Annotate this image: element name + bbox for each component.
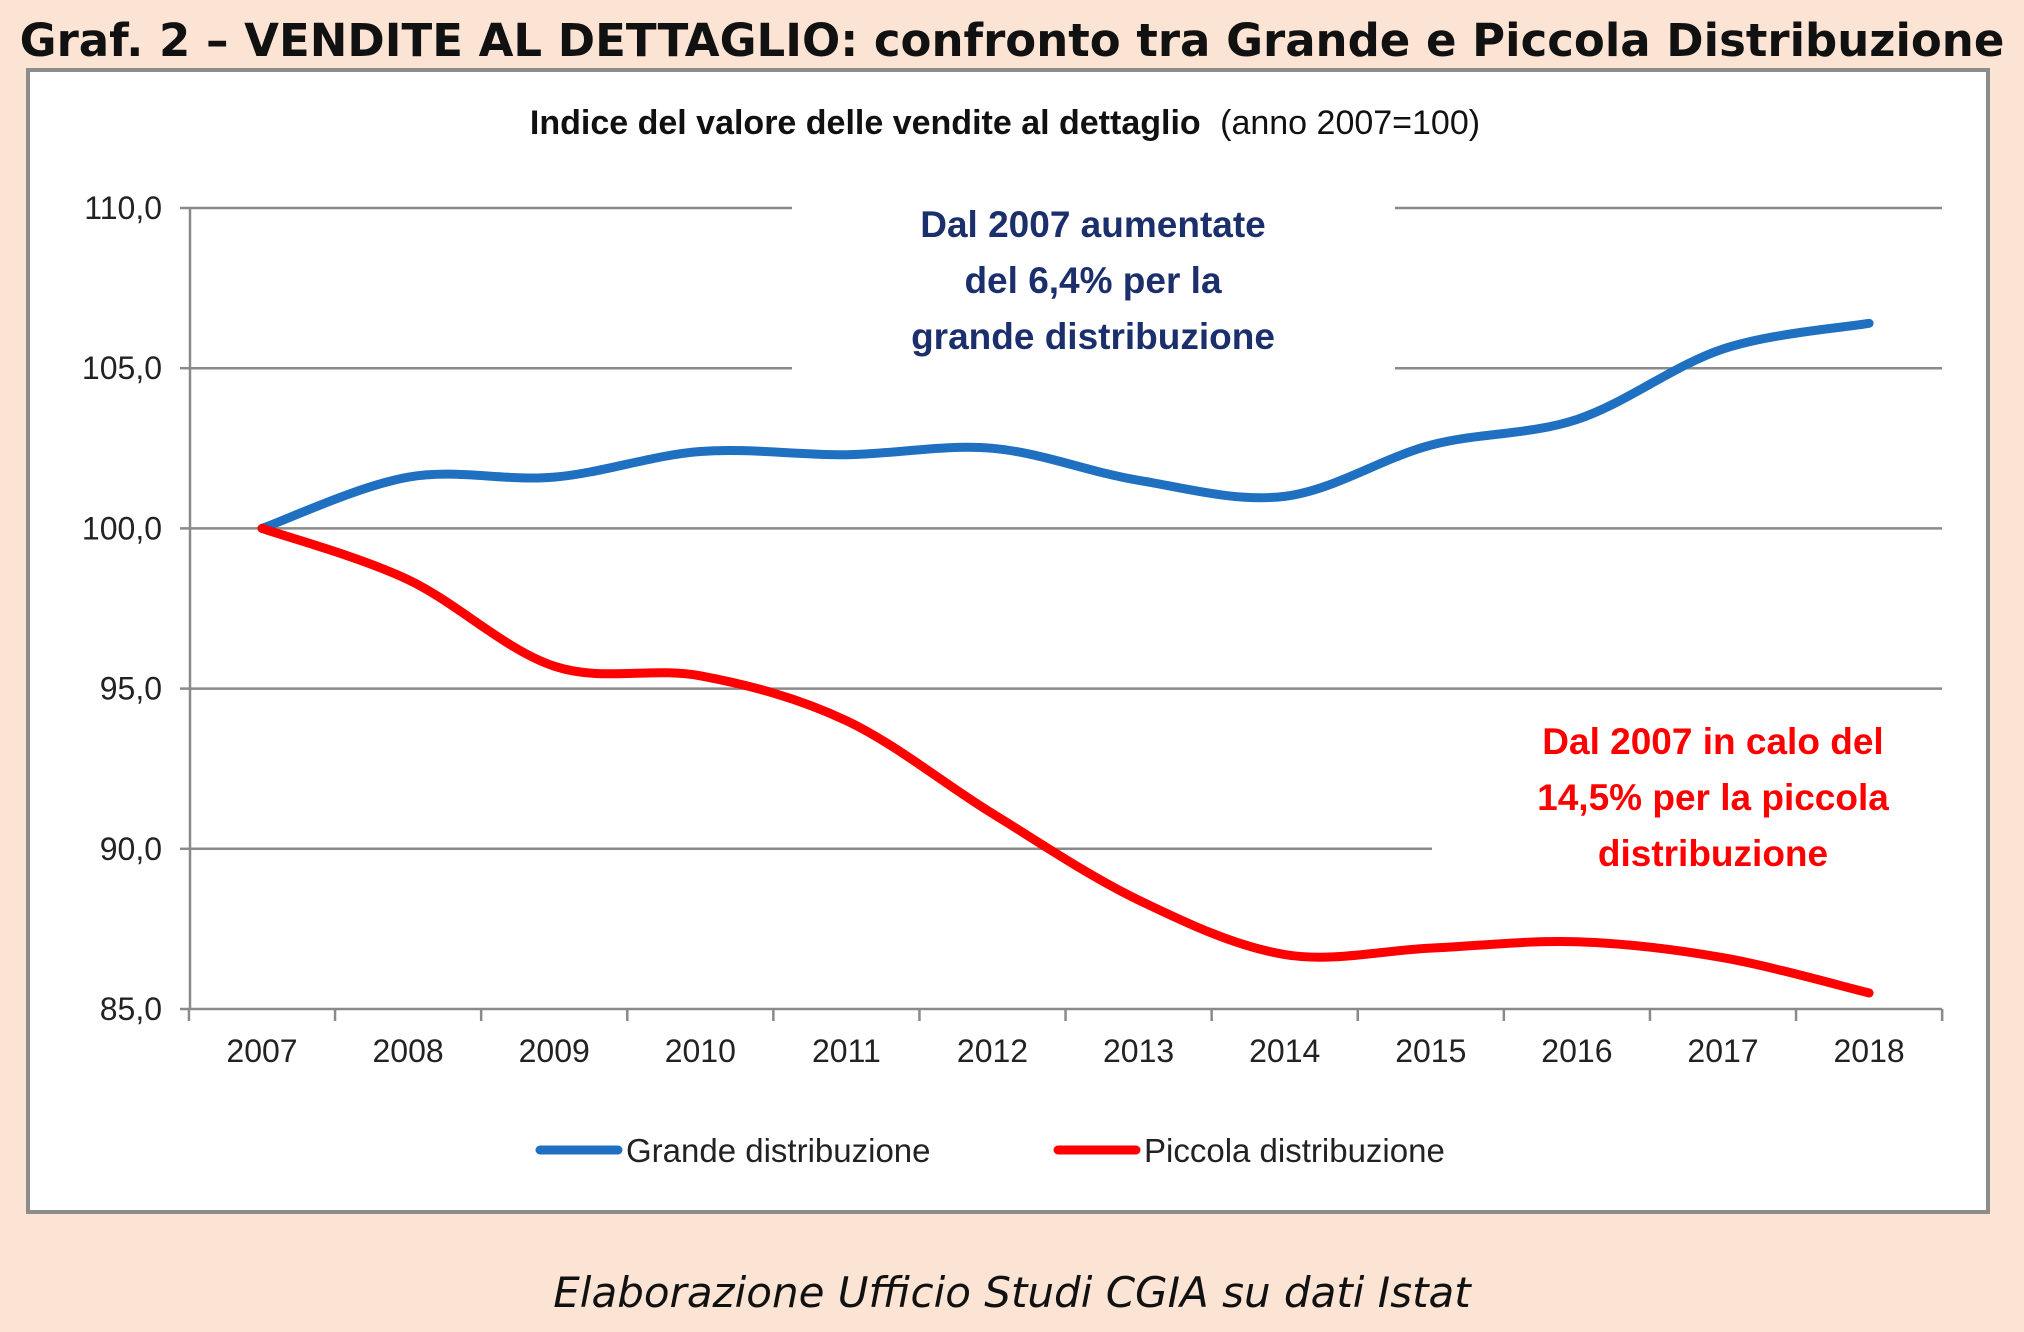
annotation-piccola-line: Dal 2007 in calo del [1542,721,1883,762]
x-tick-label: 2009 [519,1033,590,1069]
grid-lines [190,206,1942,851]
figure-title: Graf. 2 – VENDITE AL DETTAGLIO: confront… [19,14,2005,67]
chart-title-normal: (anno 2007=100) [1220,104,1480,142]
chart-title: Indice del valore delle vendite al detta… [530,104,1480,142]
line-chart: Indice del valore delle vendite al detta… [82,104,1944,1169]
legend-label: Grande distribuzione [626,1132,931,1169]
x-tick-label: 2016 [1541,1033,1612,1069]
x-tick-label: 2017 [1687,1033,1758,1069]
y-tick-label: 85,0 [100,991,162,1027]
y-axis-labels: 85,0 90,0 95,0 100,0 105,0 110,0 [82,190,162,1027]
x-tick-label: 2014 [1249,1033,1320,1069]
y-tick-label: 90,0 [100,831,162,867]
x-tick-label: 2008 [373,1033,444,1069]
series-line-grande-distribuzione [257,318,1874,533]
chart-frame: Indice del valore delle vendite al detta… [26,68,1990,1214]
x-tick-label: 2010 [665,1033,736,1069]
annotations: Dal 2007 aumentate del 6,4% per la grande … [911,204,1889,874]
y-tick-label: 95,0 [100,671,162,707]
source-note: Elaborazione Ufficio Studi CGIA su dati … [553,1268,1471,1317]
legend: Grande distribuzione Piccola distribuzion… [535,1132,1445,1169]
x-tick-label: 2007 [226,1033,297,1069]
x-axis-labels: 2007 2008 2009 2010 2011 2012 2013 2014 2015 2016… [226,1033,1904,1069]
y-tick-label: 100,0 [82,510,162,546]
annotation-grande-line: del 6,4% per la [964,260,1221,301]
series-line-piccola-distribuzione [257,523,1874,998]
axes [180,206,1944,1021]
legend-label: Piccola distribuzione [1144,1132,1445,1169]
annotation-piccola-line: distribuzione [1598,833,1828,874]
x-tick-label: 2012 [957,1033,1028,1069]
x-tick-label: 2018 [1834,1033,1905,1069]
annotation-grande-line: Dal 2007 aumentate [920,204,1266,245]
annotation-piccola-line: 14,5% per la piccola [1537,777,1889,818]
annotation-grande-line: grande distribuzione [911,316,1275,357]
y-tick-label: 110,0 [84,190,162,226]
x-tick-label: 2013 [1103,1033,1174,1069]
y-tick-label: 105,0 [82,350,162,386]
x-tick-label: 2011 [812,1033,881,1069]
chart-title-bold: Indice del valore delle vendite al detta… [530,104,1201,142]
x-tick-label: 2015 [1395,1033,1466,1069]
series-lines [257,318,1874,998]
